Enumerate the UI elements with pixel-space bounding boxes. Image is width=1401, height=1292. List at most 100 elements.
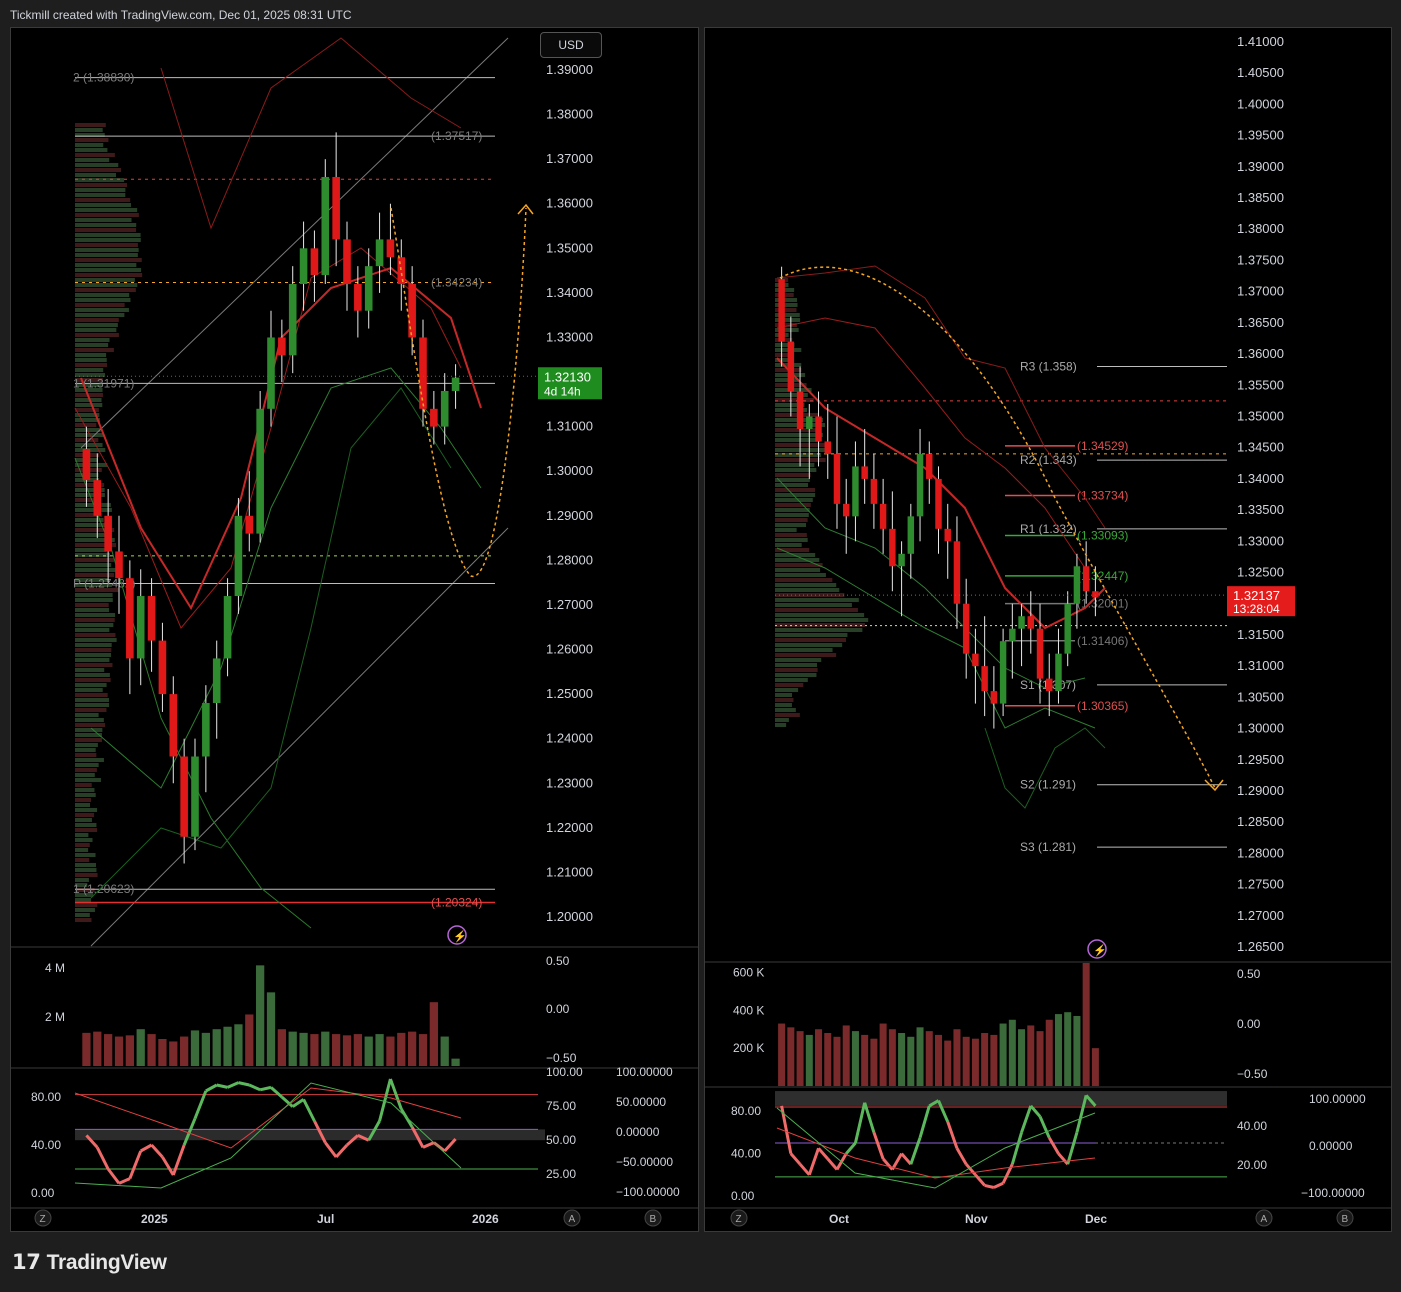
volume-profile-bar [75, 798, 91, 802]
rsi-line-segment [238, 1083, 249, 1085]
volume-bar [354, 1034, 362, 1066]
candle-body [397, 257, 405, 284]
tradingview-logo[interactable]: 17 TradingView [12, 1250, 167, 1275]
volume-bar [1000, 1024, 1007, 1086]
volume-profile-bar [75, 858, 89, 862]
volume-profile-bar [75, 568, 117, 572]
candle-body [1074, 566, 1080, 603]
time-axis-label: 2026 [472, 1212, 499, 1226]
rsi-line-segment [260, 1087, 271, 1089]
rsi-line-segment [994, 1183, 1003, 1187]
rsi-right-axis-label: 0.00000 [616, 1125, 660, 1139]
volume-profile-bar [775, 518, 808, 522]
volume-bar [180, 1037, 188, 1066]
rsi-band [75, 1129, 545, 1140]
volume-bar [824, 1033, 831, 1086]
fib-level-label: (1.34529) [1077, 439, 1128, 453]
volume-bar [981, 1033, 988, 1086]
volume-bar [419, 1034, 427, 1066]
rsi-axis-label: 80.00 [731, 1104, 761, 1118]
candle-body [137, 596, 145, 658]
candle-body [83, 449, 91, 480]
volume-profile-bar [75, 308, 129, 312]
rsi-line-segment [1058, 1154, 1067, 1165]
price-axis-label: 1.31000 [1237, 658, 1284, 673]
indicator-band-line [91, 368, 481, 788]
volume-profile-bar [775, 308, 796, 312]
candle-body [1009, 629, 1015, 641]
right-chart-canvas[interactable]: R3 (1.358)R2 (1.343)R1 (1.332)S1 (1.307)… [705, 28, 1391, 1231]
volume-profile-bar [775, 513, 809, 517]
volume-profile-bar [775, 468, 816, 472]
candle-body [797, 392, 803, 429]
volume-profile-bar [75, 683, 107, 687]
volume-profile-bar [775, 618, 868, 622]
volume-profile-bar [75, 738, 102, 742]
rsi-line-segment [1022, 1106, 1031, 1133]
volume-profile-bar [775, 438, 820, 442]
volume-bar [861, 1035, 868, 1086]
volume-bar [806, 1035, 813, 1086]
candle-body [267, 337, 275, 408]
volume-bar [278, 1029, 286, 1066]
rsi-line-segment [883, 1159, 892, 1170]
fib-level-label: (1.33734) [1077, 488, 1128, 502]
candle-body [343, 239, 351, 284]
volume-profile-bar [775, 523, 806, 527]
volume-profile-bar [75, 853, 96, 857]
volume-profile-bar [75, 753, 96, 757]
rsi-right-axis-label: −100.00000 [1301, 1186, 1365, 1200]
volume-profile-bar [75, 173, 116, 177]
volume-profile-bar [75, 743, 98, 747]
price-axis-label: 1.20000 [546, 909, 593, 924]
fib-level-label: (1.31406) [1077, 634, 1128, 648]
right-chart-panel[interactable]: R3 (1.358)R2 (1.343)R1 (1.332)S1 (1.307)… [704, 27, 1392, 1232]
volume-bar [1009, 1020, 1016, 1086]
volume-profile-bar [75, 403, 102, 407]
rsi-line-segment [336, 1145, 347, 1157]
volume-profile-bar [775, 608, 858, 612]
candle-body [843, 504, 849, 516]
indicator-band-line [161, 38, 461, 228]
rsi-line-segment [423, 1143, 434, 1148]
volume-profile-bar [75, 863, 96, 867]
pivot-label: R2 (1.343) [1020, 453, 1077, 467]
left-chart-panel[interactable]: 2 (1.38830) (1.37517) (1.34234) 1 (1.31971)… [10, 27, 699, 1232]
volume-profile-bar [775, 698, 793, 702]
volume-profile-bar [75, 343, 108, 347]
volume-bar [343, 1035, 351, 1066]
volume-profile-bar [75, 618, 115, 622]
brand-name: TradingView [47, 1251, 167, 1274]
rsi-line-segment [1068, 1132, 1077, 1164]
candle-body [981, 666, 987, 691]
rsi-right-axis-label: 25.00 [546, 1167, 576, 1181]
scale-button-label: A [569, 1214, 576, 1225]
price-axis-label: 1.33000 [1237, 533, 1284, 548]
volume-bar [245, 1014, 253, 1066]
volume-profile-bar [75, 668, 104, 672]
fib-level-label: (1.37517) [431, 129, 482, 143]
price-axis-label: 1.39000 [546, 62, 593, 77]
candle-body [963, 604, 969, 654]
volume-profile-bar [75, 128, 103, 132]
price-axis-label: 1.29500 [1237, 752, 1284, 767]
volume-profile-bar [75, 623, 113, 627]
candle-body [972, 654, 978, 666]
volume-bar [1092, 1048, 1099, 1086]
price-axis-label: 1.30000 [1237, 721, 1284, 736]
volume-bar [1037, 1031, 1044, 1086]
currency-button[interactable]: USD [540, 32, 602, 58]
candle-body [376, 239, 384, 266]
price-axis-label: 1.39000 [1237, 159, 1284, 174]
price-axis-label: 1.27000 [546, 597, 593, 612]
volume-profile-bar [75, 203, 131, 207]
volume-bar [926, 1031, 933, 1086]
candle-body [1037, 629, 1043, 679]
volume-profile-bar [75, 763, 99, 767]
left-chart-canvas[interactable]: 2 (1.38830) (1.37517) (1.34234) 1 (1.31971)… [11, 28, 698, 1231]
rsi-line-segment [902, 1154, 911, 1165]
volume-profile-bar [775, 663, 817, 667]
volume-profile-bar [75, 198, 130, 202]
volume-bar [223, 1027, 231, 1066]
volume-profile-bar [75, 628, 109, 632]
